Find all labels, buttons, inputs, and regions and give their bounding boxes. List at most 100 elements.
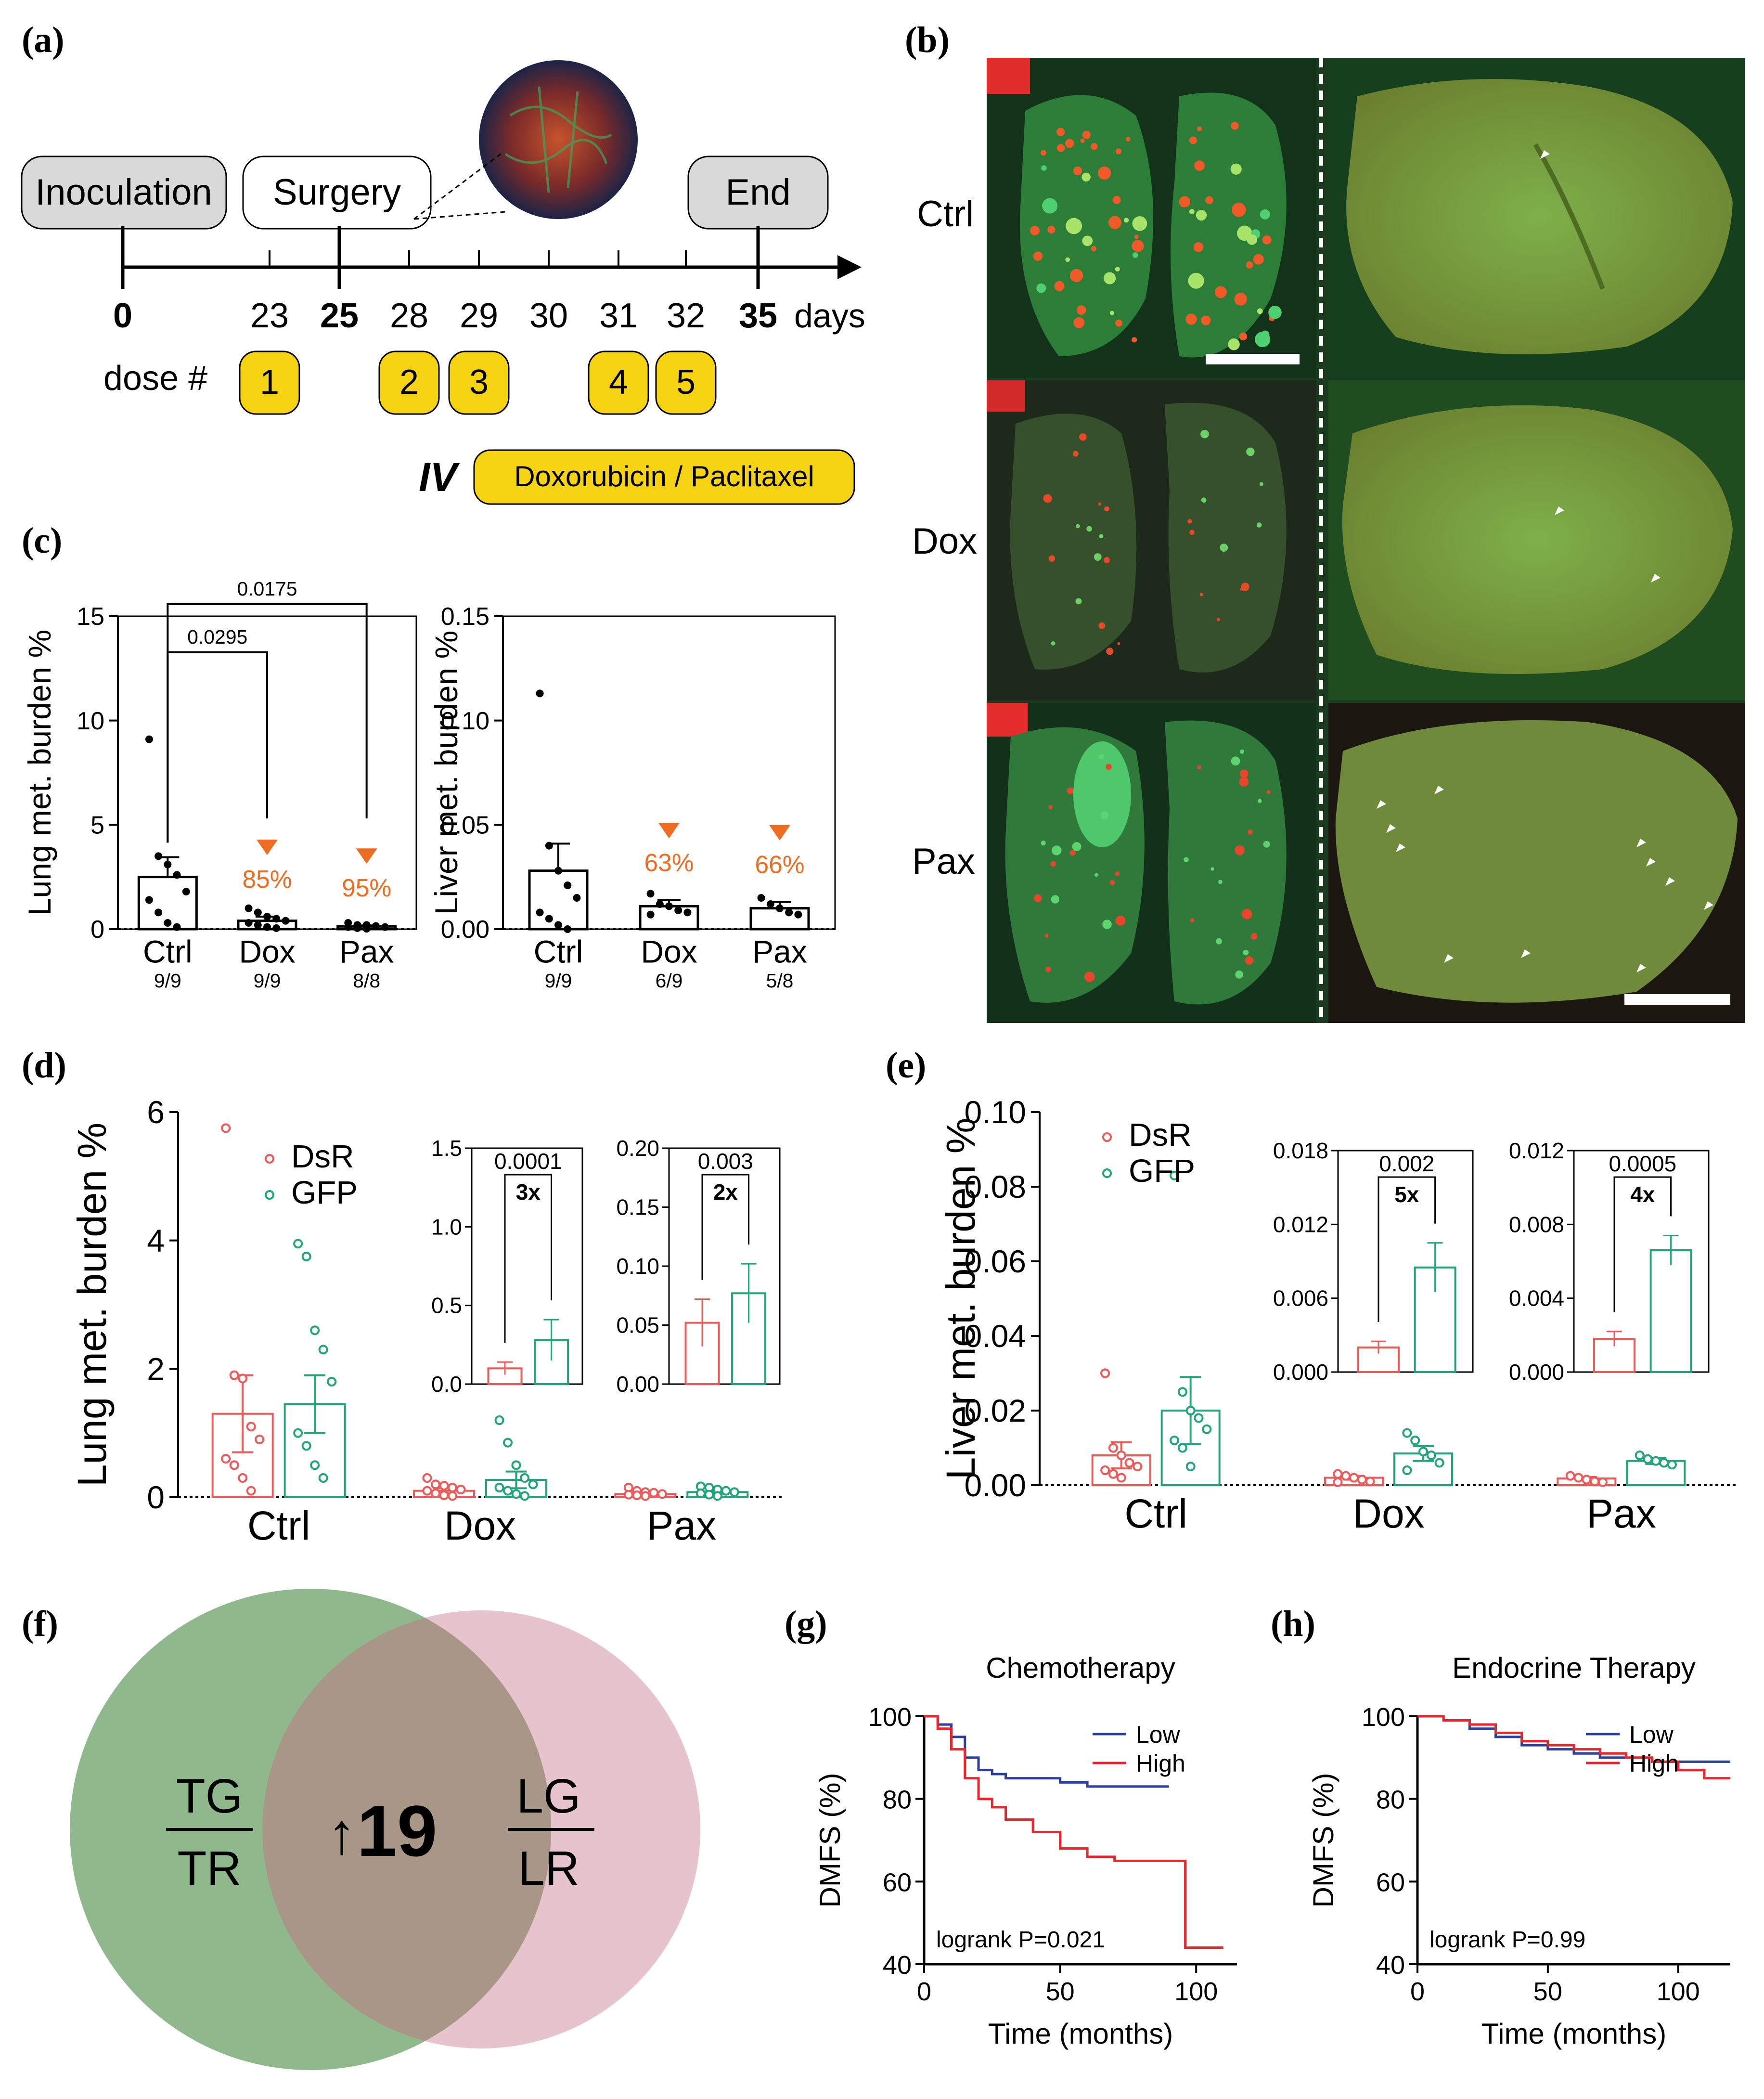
- category-label: Dox: [641, 933, 697, 969]
- legend-marker: [1102, 1132, 1112, 1142]
- metastasis-spot: [1036, 283, 1046, 293]
- data-point: [757, 894, 765, 902]
- metastasis-spot: [1247, 234, 1258, 245]
- inset-p-value: 0.002: [1379, 1151, 1434, 1176]
- metastasis-spot: [1263, 841, 1270, 848]
- data-point: [1667, 1460, 1677, 1470]
- y-tick-label: 60: [883, 1868, 912, 1897]
- metastasis-spot: [1073, 317, 1085, 328]
- logrank-annotation: logrank P=0.021: [936, 1927, 1105, 1953]
- metastasis-spot: [1239, 332, 1248, 341]
- count-label: 6/9: [656, 970, 683, 992]
- data-point: [1365, 1477, 1375, 1487]
- metastasis-spot: [1197, 126, 1202, 131]
- data-point: [238, 1473, 248, 1483]
- metastasis-spot: [1261, 330, 1270, 339]
- metastasis-spot: [1248, 829, 1253, 835]
- significance-bracket: [167, 603, 368, 843]
- panel-letter-h: (h): [1271, 1604, 1315, 1644]
- category-label: Dox: [239, 933, 295, 969]
- inset-y-tick-label: 0.00: [616, 1372, 659, 1397]
- timeline-panel: Inoculation Surgery End 0 23 25 28 29 30 31 32 3…: [21, 60, 865, 505]
- row-label-pax: Pax: [912, 841, 975, 882]
- metastasis-spot: [1246, 447, 1255, 456]
- legend-label: Low: [1629, 1721, 1674, 1748]
- micrograph-pax: Pax: [912, 703, 1745, 1023]
- data-point: [145, 735, 153, 743]
- dose-number: 3: [469, 363, 489, 402]
- liver-ctrl: [1346, 79, 1733, 354]
- metastasis-spot: [1184, 857, 1189, 863]
- data-point: [1418, 1447, 1428, 1457]
- metastasis-spot: [1098, 166, 1111, 180]
- metastasis-spot: [1194, 160, 1205, 171]
- metastasis-spot: [1091, 246, 1097, 252]
- metastasis-spot: [1086, 526, 1092, 532]
- panel-letter-f: (f): [22, 1604, 58, 1644]
- scale-bar-liver: [1624, 994, 1730, 1005]
- venn-left-denominator: TR: [177, 1841, 241, 1895]
- lung-lobe-ctrl-right: [1171, 92, 1287, 358]
- metastasis-spot: [1123, 218, 1129, 223]
- dose-number: 2: [399, 363, 419, 402]
- metastasis-spot: [1082, 172, 1091, 182]
- micrograph-dox: Dox: [912, 380, 1745, 700]
- metastasis-spot: [1196, 209, 1207, 221]
- timeline-tick-label: 28: [390, 297, 428, 335]
- metastasis-spot: [1228, 338, 1240, 350]
- data-point: [646, 910, 655, 919]
- x-tick-label: 50: [1046, 1977, 1075, 2006]
- y-tick-label: 0.06: [965, 1244, 1026, 1279]
- y-tick-label: 4: [147, 1223, 165, 1258]
- liver-dox: [1342, 405, 1733, 674]
- metastasis-spot: [1241, 908, 1252, 920]
- metastasis-spot: [1134, 234, 1139, 239]
- panel-letter-a: (a): [22, 20, 64, 60]
- dose-badge: [448, 350, 510, 415]
- metastasis-spot: [1042, 198, 1058, 214]
- chart-title: Chemotherapy: [986, 1652, 1175, 1684]
- data-point: [155, 852, 163, 860]
- y-tick-label: 40: [1376, 1951, 1405, 1980]
- y-axis-label: Lung met. burden %: [22, 630, 57, 916]
- data-point: [721, 1486, 731, 1496]
- metastasis-spot: [1117, 642, 1120, 646]
- data-point: [254, 921, 262, 929]
- data-point: [1590, 1477, 1600, 1487]
- data-point: [520, 1491, 529, 1501]
- metastasis-spot: [1072, 842, 1082, 851]
- data-point: [564, 925, 572, 933]
- data-point: [263, 913, 271, 920]
- inset-y-tick-label: 0.15: [616, 1195, 659, 1220]
- metastasis-spot: [1103, 272, 1116, 285]
- days-label: days: [794, 297, 865, 335]
- data-point: [623, 1490, 633, 1500]
- metastasis-spot: [1190, 918, 1195, 923]
- metastasis-spot: [1197, 765, 1202, 770]
- timeline-tick-label: 32: [667, 297, 705, 335]
- inset-y-tick-label: 0.0: [431, 1372, 462, 1397]
- data-point: [1434, 1458, 1444, 1468]
- data-point: [657, 1489, 667, 1499]
- surgery-box: [242, 155, 432, 230]
- y-tick-label: 10: [77, 707, 104, 735]
- metastasis-spot: [1179, 196, 1190, 207]
- y-axis-label: DMFS (%): [814, 1773, 846, 1908]
- metastasis-spot: [1069, 269, 1083, 282]
- metastasis-spot: [1268, 305, 1282, 319]
- data-point: [255, 1435, 265, 1444]
- metastasis-spot: [1259, 482, 1263, 486]
- legend-label: GFP: [1129, 1153, 1195, 1189]
- venn-diagram: TG TR LG LR ↑ 19: [70, 1589, 700, 2070]
- reduction-marker: [356, 848, 377, 864]
- data-point: [246, 1422, 256, 1432]
- data-point: [494, 1415, 504, 1425]
- panel-letter-c: (c): [22, 520, 63, 561]
- x-tick-label: 0: [1410, 1977, 1425, 2006]
- data-point: [1357, 1475, 1367, 1485]
- legend-label: DsR: [291, 1139, 354, 1175]
- metastasis-spot: [1065, 257, 1070, 262]
- metastasis-spot: [1193, 242, 1204, 252]
- panel-letter-g: (g): [785, 1604, 827, 1644]
- y-tick-label: 80: [1376, 1786, 1405, 1814]
